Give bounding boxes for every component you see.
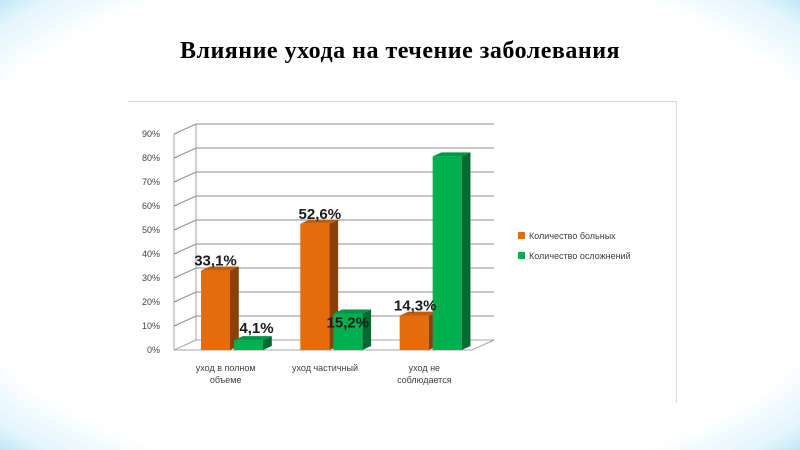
gridline	[173, 147, 494, 159]
bar-side	[263, 336, 272, 350]
chart-area: 0% 10% 20% 30% 40% 50% 60% 70% 80% 90% 33,1% 4,1% 5…	[128, 101, 677, 403]
bar-top	[300, 219, 339, 224]
gridline	[173, 219, 494, 231]
data-label: 14,3%	[394, 298, 437, 315]
gridline	[173, 267, 494, 279]
bar-side	[230, 266, 239, 350]
slide-title: Влияние ухода на течение заболевания	[179, 38, 621, 64]
gridline	[173, 243, 494, 255]
gridline	[173, 171, 494, 183]
gridline	[173, 315, 494, 327]
bar-top	[333, 309, 372, 314]
legend-swatch	[518, 252, 525, 259]
bar	[333, 313, 363, 350]
bar	[432, 156, 462, 350]
y-tick-label: 70%	[142, 177, 160, 187]
data-labels: 33,1%4,1%52,6%15,2%14,3%80,7%	[194, 206, 437, 337]
bar	[300, 223, 330, 350]
y-tick-label: 20%	[142, 297, 160, 307]
legend-label: Количество осложнений	[529, 251, 631, 261]
gridline	[173, 123, 494, 135]
bar-top	[201, 266, 239, 271]
y-tick-label: 50%	[142, 225, 160, 235]
chart-svg: 0% 10% 20% 30% 40% 50% 60% 70% 80% 90% 33,1% 4,1% 5…	[142, 123, 631, 385]
x-category-label: уход не	[409, 363, 440, 373]
x-axis-categories: уход в полном объеме уход частичный уход не…	[196, 363, 452, 385]
y-axis-ticks: 0% 10% 20% 30% 40% 50% 60% 70% 80% 90%	[142, 129, 160, 355]
bar-top	[432, 152, 471, 157]
x-category-label: объеме	[210, 375, 242, 385]
legend-swatch	[518, 232, 525, 239]
chart-legend: Количество больных Количество осложнений	[518, 231, 631, 261]
y-tick-label: 80%	[142, 153, 160, 163]
bar	[399, 315, 429, 350]
y-tick-label: 10%	[142, 321, 160, 331]
gridline	[173, 291, 494, 303]
bar-side	[362, 309, 372, 350]
data-label: 33,1%	[194, 253, 237, 270]
data-label: 4,1%	[239, 320, 273, 337]
y-tick-label: 30%	[142, 273, 160, 283]
y-tick-label: 0%	[147, 345, 160, 355]
y-tick-label: 40%	[142, 249, 160, 259]
y-tick-label: 60%	[142, 201, 160, 211]
gridline	[173, 195, 494, 207]
chart-bars	[201, 152, 471, 350]
legend-label: Количество больных	[529, 231, 616, 241]
bar-top	[399, 311, 438, 316]
y-tick-label: 90%	[142, 129, 160, 139]
bar-top	[234, 336, 272, 341]
x-category-label: уход частичный	[292, 363, 358, 373]
bar	[234, 340, 263, 350]
bar	[201, 270, 230, 350]
chart-gridlines	[173, 123, 494, 327]
data-label: 52,6%	[299, 206, 342, 223]
x-category-label: соблюдается	[397, 375, 452, 385]
x-category-label: уход в полном	[196, 363, 256, 373]
data-label: 15,2%	[327, 315, 370, 332]
bar-side	[461, 152, 471, 350]
